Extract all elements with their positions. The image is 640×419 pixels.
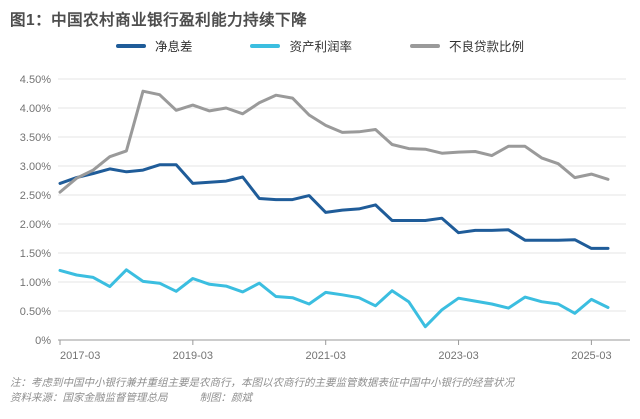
- note-line: 注：考虑到中国中小银行兼并重组主要是农商行，本图以农商行的主要监管数据表征中国中…: [10, 377, 514, 389]
- legend-label-roa: 资产利润率: [289, 40, 352, 54]
- svg-text:2019-03: 2019-03: [173, 350, 213, 362]
- svg-text:2025-03: 2025-03: [571, 350, 611, 362]
- svg-text:1.50%: 1.50%: [20, 248, 51, 260]
- chart-title: 图1：中国农村商业银行盈利能力持续下降: [10, 12, 308, 29]
- legend-item-nim: 净息差: [115, 36, 193, 55]
- svg-text:0.50%: 0.50%: [20, 306, 51, 318]
- svg-text:4.50%: 4.50%: [20, 74, 51, 86]
- svg-text:2.50%: 2.50%: [20, 190, 51, 202]
- svg-text:2017-03: 2017-03: [60, 350, 100, 362]
- svg-text:1.00%: 1.00%: [20, 277, 51, 289]
- svg-text:2021-03: 2021-03: [306, 350, 346, 362]
- chart-footnote: 注：考虑到中国中小银行兼并重组主要是农商行，本图以农商行的主要监管数据表征中国中…: [10, 376, 514, 406]
- chart-legend: 净息差 资产利润率 不良贷款比例: [0, 36, 640, 55]
- npl-line-swatch-icon: [410, 43, 440, 48]
- svg-text:3.50%: 3.50%: [20, 132, 51, 144]
- legend-item-npl: 不良贷款比例: [410, 36, 524, 55]
- credit-line: 制图：颜斌: [199, 392, 253, 404]
- svg-text:2.00%: 2.00%: [20, 219, 51, 231]
- svg-text:0%: 0%: [35, 335, 51, 347]
- roa-line-swatch-icon: [250, 43, 281, 48]
- line-chart-plot: 0% 0.50% 1.00% 1.50% 2.00% 2.50% 3.00% 3.50% 4.0…: [20, 74, 630, 362]
- svg-text:3.00%: 3.00%: [20, 161, 51, 173]
- legend-item-roa: 资产利润率: [250, 36, 352, 55]
- legend-label-npl: 不良贷款比例: [449, 40, 525, 54]
- source-line: 资料来源：国家金融监督管理总局: [10, 392, 168, 404]
- nim-line-swatch-icon: [115, 43, 146, 48]
- legend-label-nim: 净息差: [154, 40, 193, 54]
- svg-text:2023-03: 2023-03: [438, 350, 478, 362]
- svg-text:4.00%: 4.00%: [20, 103, 51, 115]
